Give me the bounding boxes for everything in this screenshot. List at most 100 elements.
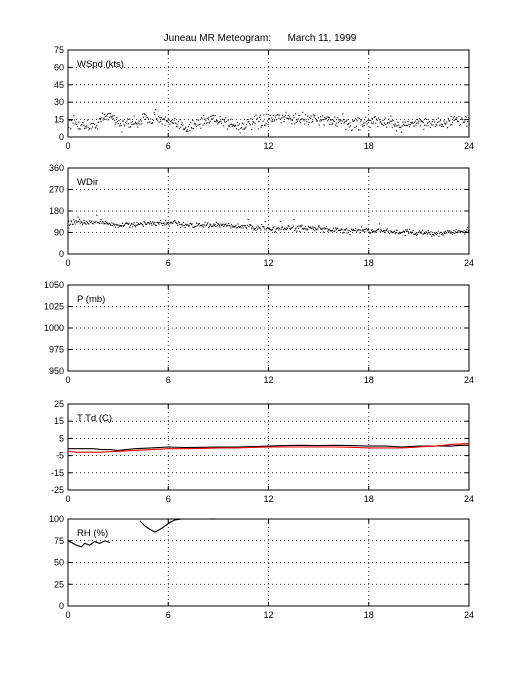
wspd-kts-point bbox=[139, 123, 141, 125]
wspd-kts-point bbox=[355, 118, 357, 120]
wdir-point bbox=[319, 226, 321, 228]
wdir-point bbox=[260, 229, 262, 231]
wdir-point bbox=[441, 233, 444, 235]
wspd-kts-point bbox=[274, 116, 276, 118]
wspd-kts-point bbox=[243, 123, 245, 125]
wdir-point bbox=[317, 228, 319, 230]
wspd-kts-point bbox=[236, 128, 238, 130]
wspd-kts-point bbox=[363, 125, 365, 127]
wspd-kts-point bbox=[313, 116, 315, 118]
wdir-point bbox=[462, 231, 464, 233]
wspd-kts-point bbox=[193, 123, 195, 125]
wdir-point bbox=[401, 231, 403, 234]
wspd-kts-point bbox=[193, 127, 195, 129]
wdir-point bbox=[143, 220, 145, 223]
wdir-point bbox=[444, 230, 446, 232]
wdir-point bbox=[172, 221, 175, 223]
wspd-kts-point bbox=[76, 125, 78, 127]
wdir-point bbox=[144, 223, 147, 225]
wspd-kts-point bbox=[465, 116, 467, 118]
wdir-point bbox=[434, 231, 436, 234]
wdir-point bbox=[318, 225, 320, 227]
wspd-kts-point bbox=[173, 119, 175, 121]
wspd-kts-point bbox=[203, 115, 205, 117]
wspd-kts-point bbox=[416, 118, 418, 121]
wspd-kts-point bbox=[159, 117, 161, 119]
wspd-kts-point bbox=[365, 120, 368, 122]
wdir-point bbox=[358, 229, 360, 231]
wdir-point bbox=[390, 231, 392, 233]
wspd-kts-point bbox=[149, 121, 151, 123]
wspd-kts-point bbox=[292, 114, 294, 116]
wspd-kts-point bbox=[113, 115, 115, 117]
wspd-kts-point bbox=[259, 114, 261, 116]
wdir-point bbox=[142, 225, 144, 227]
wdir-point bbox=[304, 225, 307, 227]
wdir-point bbox=[203, 226, 205, 228]
wdir-point bbox=[309, 226, 312, 228]
wspd-kts-point bbox=[199, 123, 201, 125]
wspd-kts-point bbox=[269, 114, 271, 117]
wdir-point bbox=[321, 229, 323, 231]
wdir-point bbox=[214, 224, 216, 226]
wdir-point bbox=[351, 229, 353, 231]
wspd-kts-point bbox=[360, 119, 362, 121]
wspd-kts-point bbox=[172, 122, 175, 124]
wspd-kts-point bbox=[415, 124, 417, 126]
wdir-point bbox=[86, 220, 88, 222]
wdir-point bbox=[67, 224, 69, 226]
wspd-kts-point bbox=[154, 114, 156, 116]
wdir-point bbox=[265, 229, 267, 231]
wdir-point bbox=[78, 218, 81, 220]
wspd-kts-point bbox=[275, 114, 277, 116]
wspd-kts-point bbox=[198, 119, 200, 121]
wspd-kts-point bbox=[444, 123, 446, 125]
wspd-kts-point bbox=[68, 119, 71, 121]
wspd-kts-point bbox=[162, 118, 165, 120]
wspd-kts-point bbox=[221, 122, 223, 124]
wdir-point bbox=[279, 227, 281, 229]
wspd-kts-point bbox=[99, 118, 101, 120]
wspd-kts-point bbox=[393, 125, 395, 127]
wdir-point bbox=[197, 223, 199, 225]
wspd-kts-point bbox=[197, 124, 199, 126]
t-td-c-x-tick-label: 12 bbox=[263, 494, 273, 504]
wspd-kts-point bbox=[421, 120, 423, 123]
wdir-point bbox=[355, 231, 357, 233]
wspd-kts-point bbox=[436, 124, 438, 126]
wdir-point bbox=[241, 225, 243, 227]
wdir-point bbox=[254, 228, 256, 230]
wspd-kts-point bbox=[108, 112, 110, 115]
wspd-kts-series-0 bbox=[67, 109, 470, 134]
wspd-kts-point bbox=[200, 127, 202, 129]
wdir-point bbox=[145, 223, 147, 226]
wdir-point bbox=[181, 223, 183, 225]
wspd-kts-point bbox=[149, 118, 152, 120]
wdir-point bbox=[71, 223, 73, 225]
wspd-kts-point bbox=[170, 120, 172, 122]
wspd-kts-point bbox=[306, 121, 308, 123]
wspd-kts-point bbox=[233, 125, 236, 127]
wspd-kts-point bbox=[172, 122, 174, 124]
wspd-kts-point bbox=[432, 124, 434, 126]
wspd-kts-point bbox=[241, 126, 243, 128]
wdir-point bbox=[193, 227, 195, 229]
wdir-y-tick-label: 0 bbox=[59, 249, 64, 259]
wdir-point bbox=[314, 227, 317, 229]
wspd-kts-point bbox=[125, 122, 127, 124]
wdir-point bbox=[374, 231, 376, 233]
wdir-point bbox=[93, 221, 95, 223]
p-mb-x-tick-label: 0 bbox=[65, 375, 70, 385]
wspd-kts-x-tick-label: 6 bbox=[166, 141, 171, 151]
wdir-point bbox=[82, 222, 84, 224]
wdir-point bbox=[209, 223, 211, 225]
wspd-kts-point bbox=[401, 131, 403, 133]
wdir-point bbox=[406, 229, 408, 231]
wdir-point bbox=[292, 225, 294, 227]
wspd-kts-point bbox=[195, 125, 198, 128]
wdir-point bbox=[226, 225, 228, 227]
wspd-kts-point bbox=[375, 118, 378, 120]
wdir-point bbox=[105, 223, 107, 225]
wspd-kts-point bbox=[132, 123, 134, 125]
wdir-point bbox=[287, 225, 289, 227]
